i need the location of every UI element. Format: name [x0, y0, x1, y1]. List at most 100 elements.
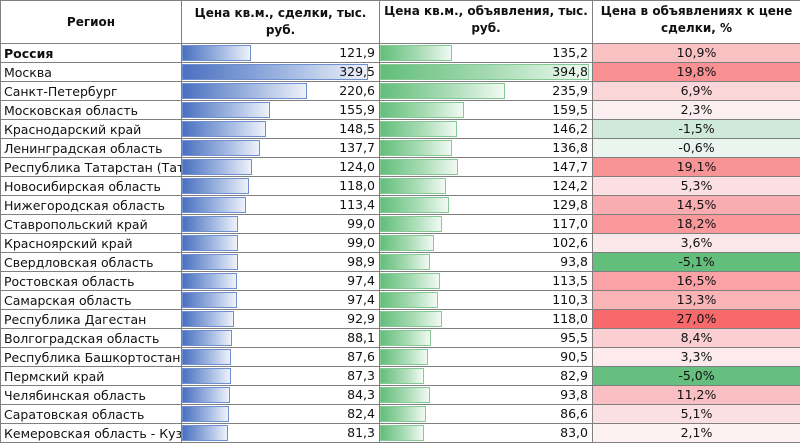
listing-price-cell: 147,7 — [380, 158, 593, 177]
table-row: Самарская область 97,4 110,3 13,3% — [1, 291, 800, 310]
premium-cell: 8,4% — [593, 329, 800, 348]
listing-price-cell: 90,5 — [380, 348, 593, 367]
premium-cell: 6,9% — [593, 82, 800, 101]
listing-price-cell: 110,3 — [380, 291, 593, 310]
listing-price-cell: 93,8 — [380, 253, 593, 272]
region-cell: Самарская область — [1, 291, 182, 310]
deal-price-cell: 81,3 — [182, 424, 380, 443]
deal-price-cell: 98,9 — [182, 253, 380, 272]
deal-price-cell: 92,9 — [182, 310, 380, 329]
deal-price-cell: 121,9 — [182, 44, 380, 63]
deal-price-value: 220,6 — [339, 82, 375, 100]
listing-price-cell: 95,5 — [380, 329, 593, 348]
header-deal-price: Цена кв.м., сделки, тыс. руб. — [182, 1, 380, 44]
listing-price-cell: 82,9 — [380, 367, 593, 386]
premium-cell: 13,3% — [593, 291, 800, 310]
listing-price-value: 93,8 — [560, 253, 588, 271]
listing-price-value: 86,6 — [560, 405, 588, 423]
premium-cell: -5,1% — [593, 253, 800, 272]
listing-price-cell: 86,6 — [380, 405, 593, 424]
listing-price-cell: 113,5 — [380, 272, 593, 291]
deal-price-bar — [182, 330, 232, 346]
listing-price-bar — [380, 292, 438, 308]
listing-price-bar — [380, 349, 428, 365]
premium-cell: -5,0% — [593, 367, 800, 386]
listing-price-bar — [380, 197, 449, 213]
deal-price-value: 87,6 — [347, 348, 375, 366]
deal-price-bar — [182, 121, 266, 137]
listing-price-bar — [380, 83, 505, 99]
listing-price-value: 135,2 — [552, 44, 588, 62]
listing-price-value: 235,9 — [552, 82, 588, 100]
premium-cell: -0,6% — [593, 139, 800, 158]
deal-price-cell: 84,3 — [182, 386, 380, 405]
premium-cell: 16,5% — [593, 272, 800, 291]
listing-price-bar — [380, 425, 424, 441]
deal-price-value: 124,0 — [339, 158, 375, 176]
deal-price-value: 92,9 — [347, 310, 375, 328]
listing-price-bar — [380, 216, 442, 232]
listing-price-bar — [380, 102, 464, 118]
premium-cell: 3,6% — [593, 234, 800, 253]
deal-price-bar — [182, 349, 231, 365]
region-cell: Челябинская область — [1, 386, 182, 405]
listing-price-bar — [380, 254, 430, 270]
region-cell: Ленинградская область — [1, 139, 182, 158]
region-cell: Кемеровская область - Кузбасс — [1, 424, 182, 443]
listing-price-value: 146,2 — [552, 120, 588, 138]
listing-price-value: 110,3 — [552, 291, 588, 309]
listing-price-bar — [380, 235, 434, 251]
listing-price-bar — [380, 273, 440, 289]
listing-price-bar — [380, 121, 457, 137]
deal-price-value: 87,3 — [347, 367, 375, 385]
listing-price-bar — [380, 330, 431, 346]
deal-price-bar — [182, 45, 251, 61]
listing-price-value: 83,0 — [560, 424, 588, 442]
listing-price-value: 90,5 — [560, 348, 588, 366]
listing-price-bar — [380, 368, 424, 384]
deal-price-value: 88,1 — [347, 329, 375, 347]
deal-price-cell: 113,4 — [182, 196, 380, 215]
region-cell: Красноярский край — [1, 234, 182, 253]
premium-cell: 2,3% — [593, 101, 800, 120]
premium-cell: -1,5% — [593, 120, 800, 139]
region-cell: Краснодарский край — [1, 120, 182, 139]
deal-price-value: 99,0 — [347, 234, 375, 252]
deal-price-value: 97,4 — [347, 291, 375, 309]
listing-price-cell: 124,2 — [380, 177, 593, 196]
deal-price-value: 113,4 — [339, 196, 375, 214]
deal-price-value: 155,9 — [339, 101, 375, 119]
premium-cell: 2,1% — [593, 424, 800, 443]
listing-price-cell: 135,2 — [380, 44, 593, 63]
premium-cell: 19,8% — [593, 63, 800, 82]
region-cell: Московская область — [1, 101, 182, 120]
deal-price-cell: 155,9 — [182, 101, 380, 120]
premium-cell: 27,0% — [593, 310, 800, 329]
region-cell: Новосибирская область — [1, 177, 182, 196]
deal-price-bar — [182, 387, 230, 403]
deal-price-bar — [182, 235, 238, 251]
region-cell: Ставропольский край — [1, 215, 182, 234]
deal-price-bar — [182, 368, 231, 384]
premium-cell: 11,2% — [593, 386, 800, 405]
header-region: Регион — [1, 1, 182, 44]
listing-price-bar — [380, 178, 446, 194]
premium-cell: 5,1% — [593, 405, 800, 424]
header-row: Регион Цена кв.м., сделки, тыс. руб. Цен… — [1, 1, 800, 44]
listing-price-cell: 93,8 — [380, 386, 593, 405]
deal-price-cell: 148,5 — [182, 120, 380, 139]
region-cell: Свердловская область — [1, 253, 182, 272]
listing-price-value: 159,5 — [552, 101, 588, 119]
